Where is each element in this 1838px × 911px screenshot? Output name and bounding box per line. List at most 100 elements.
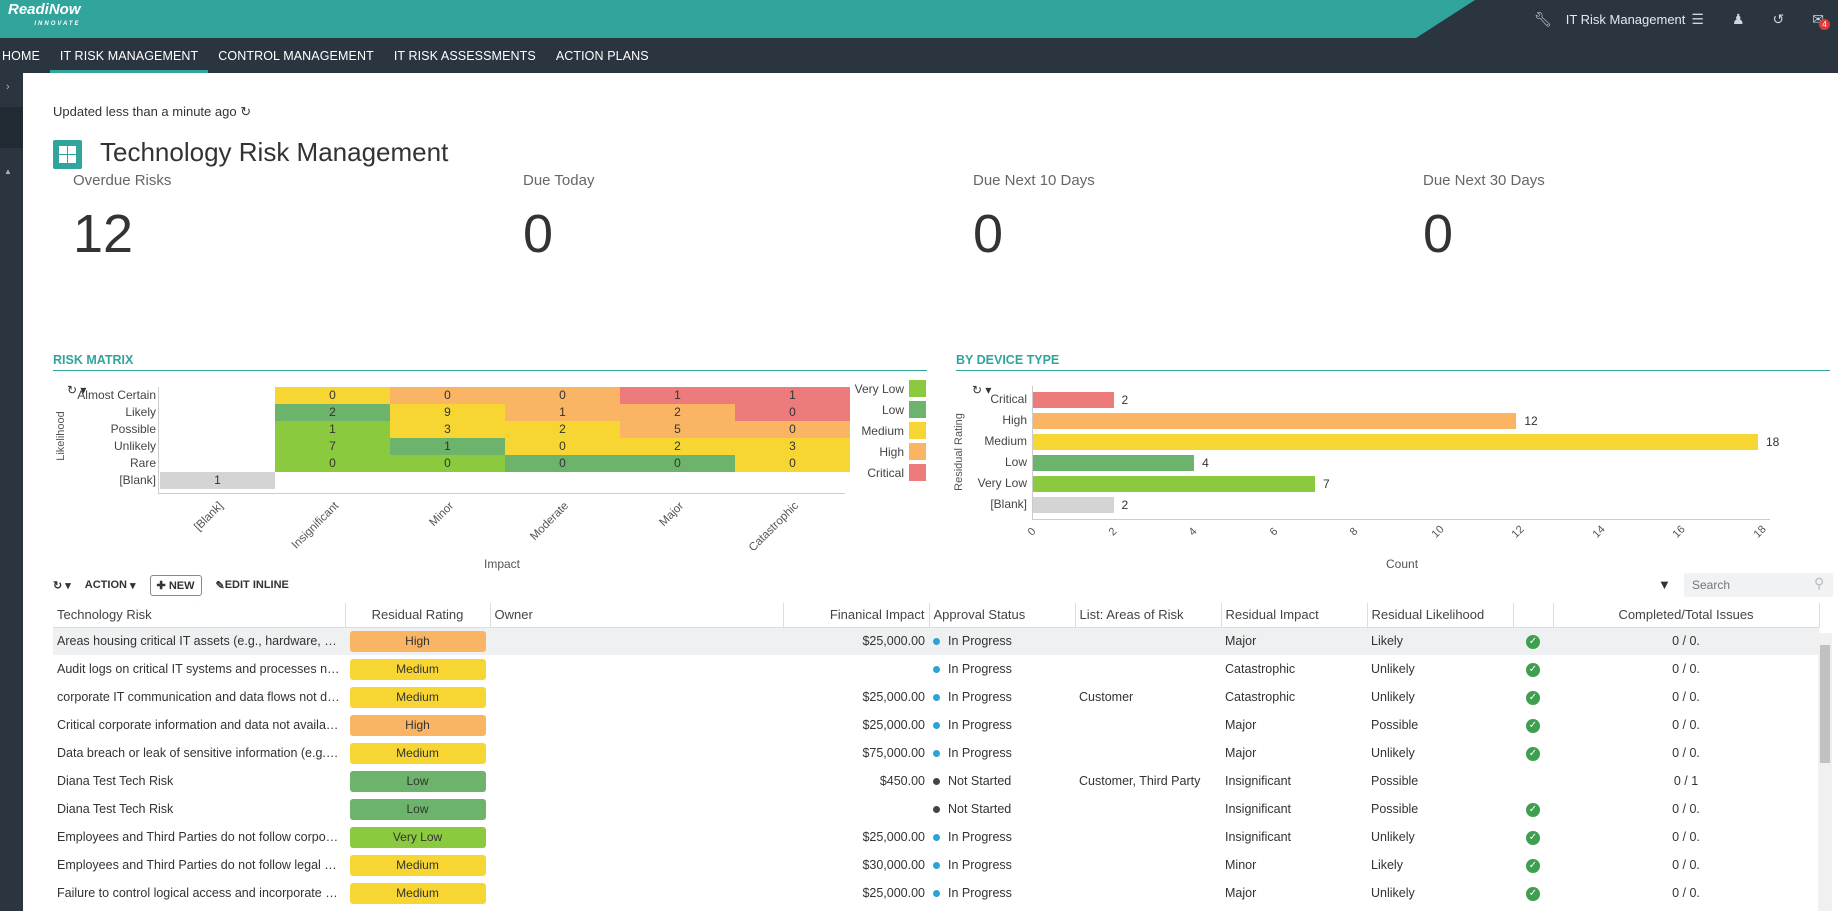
table-row[interactable]: Diana Test Tech Risk Low Not Started Insign… xyxy=(53,795,1819,823)
matrix-cell[interactable]: 0 xyxy=(735,421,850,438)
matrix-cell[interactable]: 1 xyxy=(505,404,620,421)
column-header[interactable]: Approval Status xyxy=(929,603,1076,628)
bar[interactable] xyxy=(1033,434,1758,450)
matrix-cell[interactable]: 1 xyxy=(620,387,735,404)
matrix-cell[interactable]: 0 xyxy=(735,455,850,472)
risk-name-cell[interactable]: Critical corporate information and data … xyxy=(57,718,345,732)
search-icon[interactable]: ⚲ xyxy=(1814,575,1825,591)
column-header[interactable]: Residual Likelihood xyxy=(1367,603,1514,628)
table-row[interactable]: Employees and Third Parties do not follo… xyxy=(53,823,1819,851)
bar[interactable] xyxy=(1033,497,1114,513)
matrix-cell[interactable]: 0 xyxy=(505,455,620,472)
bar[interactable] xyxy=(1033,392,1114,408)
matrix-cell[interactable]: 1 xyxy=(735,387,850,404)
matrix-cell[interactable]: 0 xyxy=(275,455,390,472)
risk-name-cell[interactable]: Data breach or leak of sensitive informa… xyxy=(57,746,345,760)
status-text: In Progress xyxy=(948,746,1012,760)
user-icon[interactable]: ♟ xyxy=(1731,10,1745,27)
bar[interactable] xyxy=(1033,476,1315,492)
column-header[interactable]: Owner xyxy=(490,603,784,628)
refresh-chart-icon[interactable]: ↻ ▾ xyxy=(972,383,992,397)
action-button[interactable]: ACTION ▾ xyxy=(84,579,136,592)
matrix-col-label: Minor xyxy=(427,500,456,529)
table-row[interactable]: Audit logs on critical IT systems and pr… xyxy=(53,655,1819,683)
column-header[interactable]: Residual Rating xyxy=(345,603,491,628)
kpi-overdue-risks[interactable]: Overdue Risks 12 xyxy=(73,172,171,265)
status-dot-icon xyxy=(933,862,940,870)
refresh-matrix-icon[interactable]: ↻ ▾ xyxy=(67,383,87,397)
sidebar-up-icon[interactable]: ▲ xyxy=(4,167,12,176)
column-header[interactable]: Technology Risk xyxy=(53,603,346,628)
matrix-cell[interactable]: 2 xyxy=(275,404,390,421)
kpi-due-today[interactable]: Due Today 0 xyxy=(523,172,594,265)
risk-name-cell[interactable]: Areas housing critical IT assets (e.g., … xyxy=(53,627,345,655)
app-name[interactable]: IT Risk Management xyxy=(1565,11,1686,27)
matrix-cell[interactable]: 0 xyxy=(505,438,620,455)
kpi-due-next-30-days[interactable]: Due Next 30 Days 0 xyxy=(1423,172,1545,265)
risk-name-cell[interactable]: Diana Test Tech Risk xyxy=(57,774,174,788)
history-icon[interactable]: ↺ xyxy=(1772,10,1785,27)
check-icon: ✓ xyxy=(1526,663,1540,677)
risk-name-cell[interactable]: Failure to control logical access and in… xyxy=(57,886,345,900)
menu-icon[interactable]: ☰ xyxy=(1691,10,1704,27)
refresh-icon[interactable]: ↻ xyxy=(240,104,252,119)
nav-control-management[interactable]: CONTROL MANAGEMENT xyxy=(218,49,374,63)
bar[interactable] xyxy=(1033,413,1517,429)
matrix-cell[interactable]: 0 xyxy=(390,387,505,404)
matrix-cell[interactable]: 2 xyxy=(505,421,620,438)
matrix-cell[interactable]: 1 xyxy=(275,421,390,438)
matrix-cell[interactable]: 7 xyxy=(275,438,390,455)
matrix-cell[interactable]: 0 xyxy=(275,387,390,404)
nav-action-plans[interactable]: ACTION PLANS xyxy=(555,49,649,63)
scrollbar-thumb[interactable] xyxy=(1820,645,1830,763)
nav-home[interactable]: HOME xyxy=(2,49,40,63)
scrollbar[interactable] xyxy=(1818,633,1832,911)
column-header[interactable]: Finanical Impact xyxy=(783,603,930,628)
bar[interactable] xyxy=(1033,455,1195,471)
nav-it-risk-assessments[interactable]: IT RISK ASSESSMENTS xyxy=(393,49,536,63)
risk-name-cell[interactable]: Diana Test Tech Risk xyxy=(57,802,174,816)
matrix-cell[interactable]: 2 xyxy=(620,404,735,421)
matrix-cell[interactable]: 0 xyxy=(505,387,620,404)
wrench-icon[interactable]: 🔧︎ xyxy=(1533,10,1552,27)
column-header[interactable]: Completed/Total Issues xyxy=(1553,603,1820,628)
logo-text: ReadiNow xyxy=(8,1,81,18)
table-row[interactable]: corporate IT communication and data flow… xyxy=(53,683,1819,711)
edit-inline-button[interactable]: ✎ EDIT INLINE xyxy=(215,579,289,592)
matrix-cell[interactable]: 3 xyxy=(390,421,505,438)
filter-icon[interactable]: ▼ xyxy=(1658,577,1671,592)
matrix-cell[interactable]: 9 xyxy=(390,404,505,421)
table-row[interactable]: Employees and Third Parties do not follo… xyxy=(53,851,1819,879)
kpi-due-next-10-days[interactable]: Due Next 10 Days 0 xyxy=(973,172,1095,265)
matrix-cell[interactable]: 0 xyxy=(390,455,505,472)
search-input[interactable] xyxy=(1684,573,1833,597)
table-row[interactable]: Failure to control logical access and in… xyxy=(53,879,1819,907)
risk-name-cell[interactable]: Audit logs on critical IT systems and pr… xyxy=(57,662,345,676)
nav-it-risk-management[interactable]: IT RISK MANAGEMENT xyxy=(49,38,209,73)
new-button[interactable]: ✚ NEW xyxy=(149,574,202,596)
matrix-cell[interactable]: 0 xyxy=(735,404,850,421)
refresh-grid-button[interactable]: ↻ ▾ xyxy=(53,579,71,592)
check-icon: ✓ xyxy=(1526,691,1540,705)
matrix-cell[interactable]: 0 xyxy=(620,455,735,472)
matrix-cell[interactable]: 3 xyxy=(735,438,850,455)
matrix-cell[interactable]: 1 xyxy=(390,438,505,455)
risk-name-cell[interactable]: corporate IT communication and data flow… xyxy=(57,690,345,704)
column-header[interactable] xyxy=(1513,603,1554,628)
column-header[interactable]: List: Areas of Risk xyxy=(1075,603,1222,628)
table-row[interactable]: Data breach or leak of sensitive informa… xyxy=(53,739,1819,767)
matrix-cell[interactable]: 2 xyxy=(620,438,735,455)
table-row[interactable]: Critical corporate information and data … xyxy=(53,711,1819,739)
logo[interactable]: ReadiNow INNOVATE xyxy=(8,1,81,31)
table-row[interactable]: Diana Test Tech Risk Low $450.00 Not Starte… xyxy=(53,767,1819,795)
matrix-cell[interactable]: 1 xyxy=(160,472,275,489)
updated-status: Updated less than a minute ago ↻ xyxy=(53,104,251,120)
notifications-icon[interactable]: ✉ 4 xyxy=(1812,11,1830,30)
matrix-cell[interactable]: 5 xyxy=(620,421,735,438)
risk-name-cell[interactable]: Employees and Third Parties do not follo… xyxy=(57,858,345,872)
table-row[interactable]: Areas housing critical IT assets (e.g., … xyxy=(53,627,1819,655)
expand-sidebar-icon[interactable]: › xyxy=(6,81,10,93)
risk-name-cell[interactable]: Employees and Third Parties do not follo… xyxy=(57,830,345,844)
column-header[interactable]: Residual Impact xyxy=(1221,603,1368,628)
rating-badge: Medium xyxy=(349,742,486,764)
